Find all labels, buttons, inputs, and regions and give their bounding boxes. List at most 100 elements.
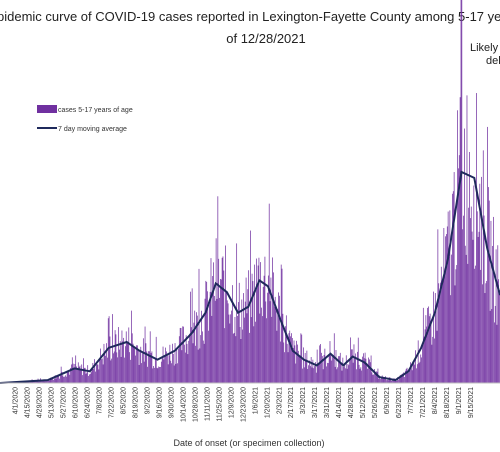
bar — [277, 309, 279, 383]
bar — [113, 351, 115, 383]
bar — [112, 314, 113, 383]
bar — [368, 357, 369, 383]
bar — [180, 327, 182, 383]
bar — [186, 343, 188, 383]
bar — [465, 254, 467, 383]
bar — [311, 367, 313, 383]
bar — [360, 367, 362, 383]
bar — [487, 126, 488, 384]
bar — [303, 347, 304, 383]
bar — [120, 356, 122, 383]
bar — [276, 330, 278, 383]
bar — [225, 245, 226, 383]
bar — [480, 269, 482, 383]
bar — [448, 256, 450, 383]
bar — [293, 340, 295, 383]
bar — [341, 370, 343, 383]
bar — [51, 378, 53, 383]
bar — [376, 371, 378, 383]
bar — [220, 278, 221, 383]
bar — [351, 349, 353, 383]
bar — [65, 375, 66, 383]
bar — [130, 310, 132, 383]
bar — [149, 331, 151, 383]
bar — [366, 363, 368, 383]
bar — [476, 93, 477, 383]
bar — [440, 266, 442, 383]
bar — [340, 363, 342, 383]
chart-title-line-1: pidemic curve of COVID-19 cases reported… — [0, 9, 500, 24]
bar — [469, 151, 470, 383]
bar — [168, 355, 170, 383]
x-tick-label: 7/7/2021 — [408, 387, 415, 414]
bar — [208, 330, 209, 383]
bar — [425, 315, 427, 383]
bar — [55, 378, 57, 383]
bar — [479, 183, 481, 383]
bar — [346, 368, 348, 383]
bar — [171, 363, 172, 383]
bar — [472, 239, 474, 383]
bar — [81, 364, 83, 383]
bar — [308, 365, 309, 383]
bar — [458, 168, 459, 383]
bar — [459, 97, 461, 384]
bar — [223, 270, 225, 383]
bar — [70, 367, 71, 383]
bar — [481, 176, 482, 383]
bar — [148, 351, 149, 383]
bar — [202, 340, 204, 383]
bar — [260, 262, 261, 383]
bar — [125, 346, 126, 383]
bar — [175, 363, 177, 383]
bar — [365, 358, 367, 383]
bar — [431, 344, 433, 383]
bar — [363, 353, 364, 383]
bar — [181, 350, 183, 383]
bar — [151, 351, 153, 383]
bar — [344, 364, 345, 383]
bar — [173, 365, 175, 383]
bar — [123, 337, 125, 383]
bar — [287, 352, 289, 383]
bar — [121, 330, 123, 383]
bar — [278, 292, 279, 383]
bar — [404, 377, 405, 383]
bar — [231, 310, 232, 383]
bar — [422, 307, 424, 383]
bar — [226, 291, 227, 383]
bar — [303, 367, 305, 383]
bar — [261, 307, 262, 383]
bar — [334, 366, 336, 383]
bar — [95, 371, 96, 383]
bar — [93, 368, 95, 383]
x-tick-label: 9/1/2021 — [456, 387, 463, 414]
x-tick-label: 11/11/2020 — [204, 387, 211, 421]
bar — [56, 375, 58, 383]
bar — [182, 326, 184, 383]
bar — [205, 280, 207, 383]
x-tick-label: 5/13/2020 — [49, 387, 56, 418]
bar — [310, 357, 312, 383]
bar — [169, 344, 171, 383]
bar — [348, 365, 350, 383]
bar — [146, 351, 148, 383]
bar — [430, 323, 432, 383]
bar — [326, 366, 327, 383]
x-axis-ticks: 4/1/2020 4/15/2020 4/29/2020 5/13/2020 5/27/… — [13, 387, 475, 422]
bar — [140, 346, 142, 383]
bar — [134, 346, 136, 383]
bar — [418, 363, 420, 383]
bar — [178, 348, 179, 383]
bar — [411, 370, 413, 383]
bar — [194, 310, 196, 383]
bar — [273, 272, 274, 383]
bar — [350, 337, 351, 383]
bar — [100, 348, 101, 383]
bar — [466, 95, 468, 384]
bar — [245, 277, 247, 383]
bar — [135, 355, 136, 383]
bar — [78, 366, 80, 383]
bar — [262, 286, 264, 383]
x-tick-label: 9/2/2020 — [144, 387, 151, 414]
